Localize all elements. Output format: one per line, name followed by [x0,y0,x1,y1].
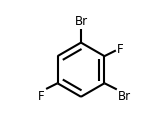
Text: Br: Br [118,90,131,103]
Text: Br: Br [74,14,88,27]
Text: F: F [117,43,124,56]
Text: F: F [38,90,45,103]
